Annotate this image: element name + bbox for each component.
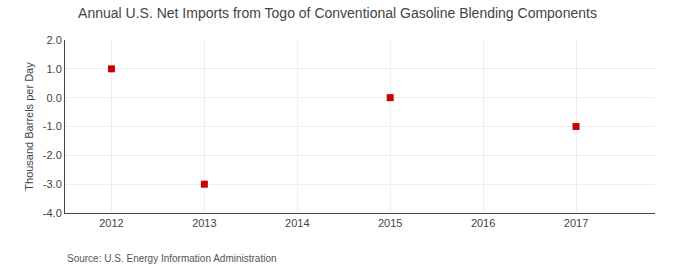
svg-text:2013: 2013	[192, 217, 216, 229]
svg-text:-2.0: -2.0	[43, 149, 62, 161]
svg-text:1.0: 1.0	[47, 63, 62, 75]
svg-text:Annual U.S. Net Imports from T: Annual U.S. Net Imports from Togo of Con…	[78, 5, 597, 21]
svg-text:2017: 2017	[564, 217, 588, 229]
svg-text:2016: 2016	[471, 217, 495, 229]
svg-text:2015: 2015	[378, 217, 402, 229]
svg-text:Thousand Barrels per Day: Thousand Barrels per Day	[23, 62, 35, 191]
svg-text:2012: 2012	[99, 217, 123, 229]
svg-text:-1.0: -1.0	[43, 120, 62, 132]
svg-text:0.0: 0.0	[47, 92, 62, 104]
svg-text:-3.0: -3.0	[43, 178, 62, 190]
svg-text:Source: U.S. Energy Informatio: Source: U.S. Energy Information Administ…	[67, 253, 277, 264]
svg-text:2014: 2014	[285, 217, 309, 229]
svg-text:-4.0: -4.0	[43, 207, 62, 219]
svg-text:2.0: 2.0	[47, 34, 62, 46]
